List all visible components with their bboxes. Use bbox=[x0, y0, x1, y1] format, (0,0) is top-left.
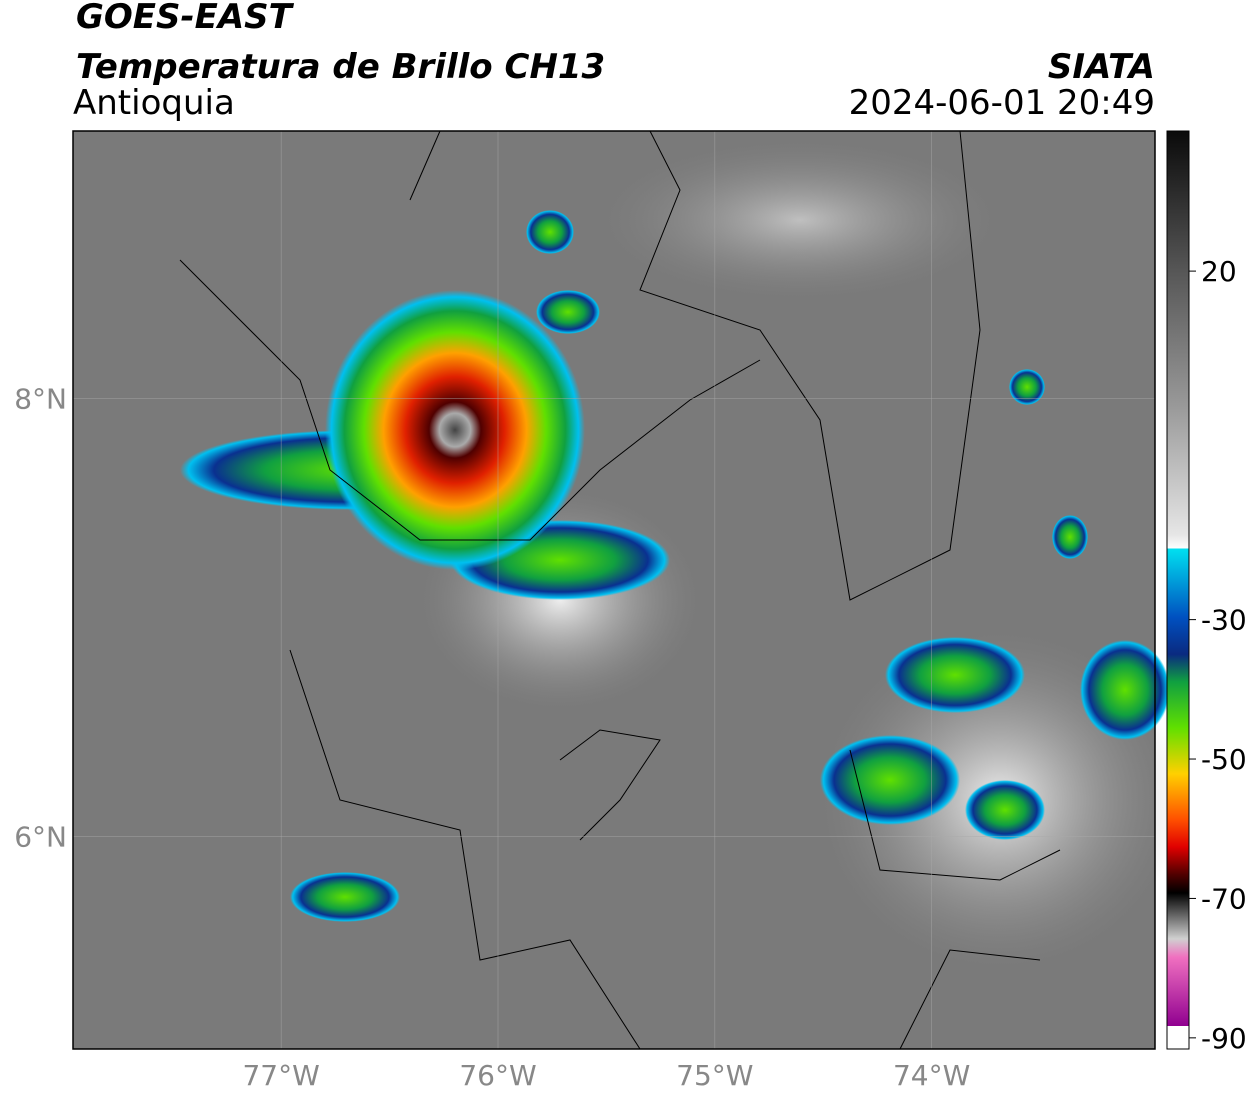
source: SIATA bbox=[1048, 47, 1155, 87]
colorbar-tick-label: -50 bbox=[1201, 743, 1247, 776]
colorbar-tick-label: -70 bbox=[1201, 882, 1247, 915]
colorbar bbox=[1166, 130, 1190, 1050]
lon-tick-label: 75°W bbox=[676, 1059, 753, 1092]
subtitle: Temperatura de Brillo CH13 bbox=[76, 47, 605, 87]
datetime: 2024-06-01 20:49 bbox=[849, 83, 1155, 123]
map-frame bbox=[72, 130, 1156, 1050]
map-image bbox=[73, 130, 1180, 1050]
colorbar-tick-label: 20 bbox=[1201, 255, 1237, 288]
colorbar-tick-label: -30 bbox=[1201, 604, 1247, 637]
title: GOES-EAST bbox=[76, 0, 295, 37]
lon-tick-label: 77°W bbox=[242, 1059, 319, 1092]
lat-tick-label: 8°N bbox=[14, 382, 67, 415]
lat-tick-label: 6°N bbox=[14, 820, 67, 853]
region: Antioquia bbox=[73, 83, 235, 123]
lon-tick-label: 74°W bbox=[893, 1059, 970, 1092]
colorbar-tick-label: -90 bbox=[1201, 1022, 1247, 1055]
lon-tick-label: 76°W bbox=[459, 1059, 536, 1092]
